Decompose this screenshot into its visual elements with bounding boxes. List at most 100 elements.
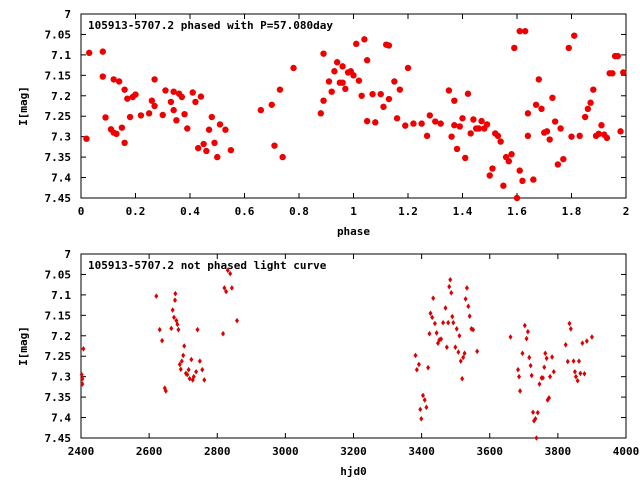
phased-x-tick-label: 2 [623,205,630,218]
phased-data-point [584,105,592,113]
unphased-data-point [229,285,234,291]
phased-data-point [538,105,545,113]
phased-data-point [453,145,461,153]
phased-x-axis-label: phase [337,225,370,238]
phased-data-point [320,97,327,104]
phased-data-point [99,73,107,80]
unphased-data-point [426,364,431,371]
unphased-data-point [422,397,427,403]
unphased-data-point [457,332,462,339]
phased-data-point [511,44,518,52]
phased-data-point [448,133,455,140]
unphased-chart-title: 105913-5707.2 not phased light curve [88,259,327,272]
unphased-data-point [508,334,513,340]
unphased-data-point [529,372,534,379]
phased-y-tick-label: 7.1 [51,49,71,62]
unphased-light-curve-panel: 105913-5707.2 not phased light curve hjd… [17,248,639,478]
unphased-data-point [548,373,553,380]
unphased-data-point [431,295,436,301]
unphased-data-point [416,361,421,368]
unphased-data-point [535,409,540,416]
phased-data-point [418,120,425,127]
unphased-data-point [551,368,556,375]
unphased-data-point [454,326,459,332]
phased-y-tick-label: 7.05 [45,28,72,41]
unphased-data-point [446,319,451,326]
phased-data-point [211,139,218,146]
unphased-data-point [572,368,577,375]
unphased-data-point [430,314,435,321]
unphased-data-point [177,361,182,368]
unphased-data-point [578,370,583,377]
unphased-data-point [547,395,552,401]
unphased-data-point [200,366,205,373]
phased-x-tick-label: 0.8 [289,205,309,218]
phased-data-point [508,151,515,158]
phased-data-point [557,125,564,132]
phased-data-point [521,27,529,35]
phased-data-point [121,139,128,146]
unphased-y-tick-label: 7.35 [45,391,72,404]
phased-data-point [451,122,458,129]
phased-data-point [99,48,107,55]
unphased-y-tick-label: 7.1 [51,289,71,302]
unphased-data-point [575,377,580,384]
phased-data-point [530,176,537,183]
unphased-data-point [222,285,227,291]
unphased-y-axis-label: I[mag] [17,326,30,366]
phased-data-point [372,119,379,126]
unphased-data-point [463,296,468,302]
phased-data-point [85,49,93,57]
unphased-data-point [444,344,449,351]
phased-data-point [571,32,578,39]
unphased-data-point [157,326,162,333]
phased-data-point [380,103,387,111]
unphased-data-point [456,349,461,355]
phased-data-point [445,87,453,94]
phased-data-point [595,130,602,138]
phased-data-point [404,64,412,72]
phased-data-point [620,69,627,76]
phased-data-point [617,128,624,135]
phased-data-point [110,76,117,83]
unphased-data-point [154,293,159,299]
phased-data-point [410,120,417,127]
unphased-y-tick-label: 7.3 [51,371,71,384]
phased-data-point [554,161,562,168]
unphased-data-point [189,356,194,363]
phased-data-point [560,155,567,163]
unphased-data-point [186,366,191,373]
phased-data-point [197,93,205,100]
phased-y-tick-label: 7.4 [51,172,71,185]
unphased-x-axis-label: hjd0 [340,465,367,478]
unphased-data-point [160,337,165,344]
unphased-x-tick-label: 3400 [408,445,435,458]
phased-data-point [113,130,120,138]
unphased-data-point [475,348,480,355]
phased-data-point [402,122,409,129]
phased-data-point [148,97,156,104]
unphased-data-point [568,326,573,332]
unphased-data-point [528,362,533,369]
phased-data-point [524,110,532,117]
unphased-data-point [432,320,437,327]
unphased-y-tick-label: 7.25 [45,350,72,363]
phased-data-point [216,121,224,128]
unphased-data-point [187,375,192,382]
phased-y-tick-label: 7 [64,8,71,21]
unphased-data-point [419,415,424,422]
phased-x-tick-label: 0.4 [180,205,200,218]
phased-data-point [391,78,398,85]
phased-data-point [363,57,371,64]
unphased-y-tick-label: 7.15 [45,309,72,322]
unphased-x-tick-label: 2400 [68,445,95,458]
phased-data-point [339,79,346,86]
phased-plot-frame [80,13,627,199]
unphased-y-tick-label: 7 [64,248,71,261]
unphased-data-point [439,336,444,342]
phased-data-point [609,70,616,77]
unphased-data-point [471,326,476,333]
unphased-data-point [576,358,581,364]
phased-data-point [516,167,523,174]
unphased-data-point [550,354,555,360]
